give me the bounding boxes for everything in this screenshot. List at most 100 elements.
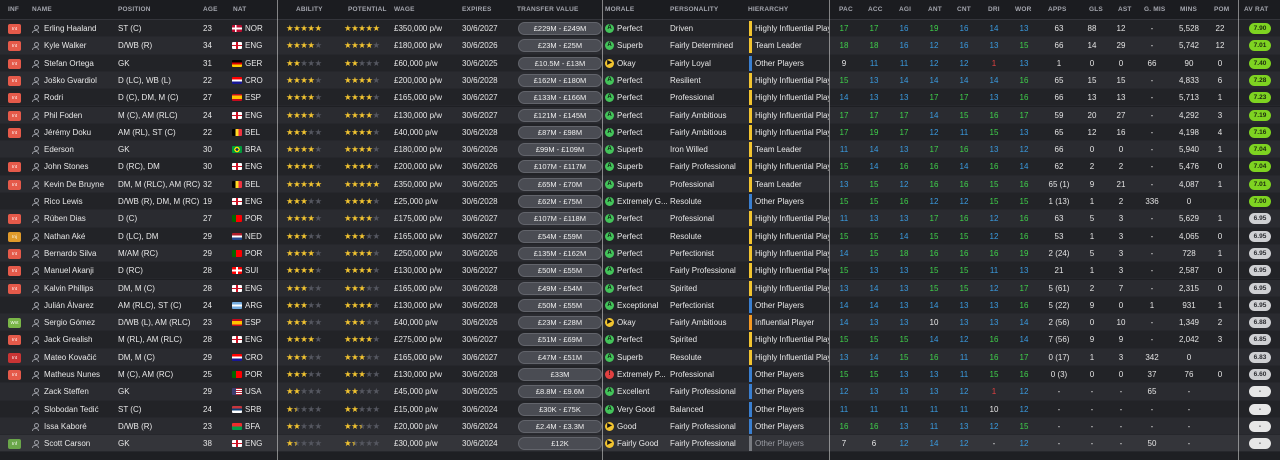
col-wor[interactable]: WOR: [1015, 6, 1032, 13]
col-pom[interactable]: POM: [1214, 6, 1230, 13]
table-row[interactable]: Issa Kaboré D/WB (R) 23 BFA ★★★★★ ★★★★★ £20,00…: [0, 417, 1280, 436]
table-row[interactable]: Rico Lewis D/WB (R), DM, M (RC) 19 ENG ★★★★★…: [0, 193, 1280, 211]
player-name[interactable]: Issa Kaboré: [44, 421, 87, 431]
table-row[interactable]: Int Kevin De Bruyne DM, M (RLC), AM (RC) 32…: [0, 175, 1280, 193]
info-badge[interactable]: Int: [8, 75, 21, 86]
info-badge[interactable]: Int: [8, 58, 21, 69]
player-name[interactable]: Stefan Ortega: [44, 58, 94, 68]
player-name[interactable]: Kyle Walker: [44, 41, 87, 51]
player-name[interactable]: Mateo Kovačić: [44, 352, 97, 362]
table-row[interactable]: Inj Nathan Aké D (LC), DM 29 NED ★★★★★ ★★★★★ £1…: [0, 227, 1280, 245]
table-row[interactable]: Int John Stones D (RC), DM 30 ENG ★★★★★ ★★★★★ £…: [0, 158, 1280, 176]
table-row[interactable]: Int Matheus Nunes M (C), AM (RC) 25 POR ★★★★★…: [0, 366, 1280, 384]
info-badge[interactable]: Int: [8, 370, 21, 380]
player-name[interactable]: Sergio Gómez: [44, 318, 96, 328]
player-name[interactable]: Phil Foden: [44, 110, 83, 120]
player-name[interactable]: Rico Lewis: [44, 197, 83, 206]
col-gmis[interactable]: G. MIS: [1144, 6, 1166, 13]
table-row[interactable]: Int Jérémy Doku AM (RL), ST (C) 22 BEL ★★★★★ ★…: [0, 123, 1280, 142]
info-badge[interactable]: Int: [8, 127, 21, 138]
col-expires[interactable]: EXPIRES: [462, 6, 492, 13]
attribute-value: 14: [989, 75, 999, 85]
player-name[interactable]: Kevin De Bruyne: [44, 179, 105, 189]
info-badge[interactable]: Inj: [8, 231, 21, 242]
col-inf[interactable]: INF: [8, 6, 20, 13]
table-row[interactable]: Slobodan Tedić ST (C) 24 SRB ★★★★★ ★★★★★ £15,0…: [0, 400, 1280, 418]
col-age[interactable]: AGE: [203, 6, 218, 13]
player-name[interactable]: Slobodan Tedić: [44, 404, 99, 414]
table-row[interactable]: Wnt Sergio Gómez D/WB (L), AM (RLC) 23 ESP ★★…: [0, 314, 1280, 332]
info-badge[interactable]: Wnt: [8, 318, 21, 329]
info-badge[interactable]: Int: [8, 283, 21, 294]
player-name[interactable]: Julián Álvarez: [44, 300, 94, 310]
col-mins[interactable]: MINS: [1180, 6, 1198, 13]
player-name[interactable]: Scott Carson: [44, 439, 91, 449]
table-row[interactable]: Int Kyle Walker D/WB (R) 34 ENG ★★★★★ ★★★★★ £18…: [0, 37, 1280, 55]
info-badge[interactable]: Int: [8, 162, 21, 173]
player-name[interactable]: Ederson: [44, 145, 74, 155]
table-row[interactable]: Zack Steffen GK 29 USA ★★★★★ ★★★★★ £45,000 p/w…: [0, 383, 1280, 401]
player-name[interactable]: Erling Haaland: [44, 24, 97, 33]
table-row[interactable]: Int Erling Haaland ST (C) 23 NOR ★★★★★ ★★★★★ £3…: [0, 20, 1280, 38]
table-row[interactable]: Int Jack Grealish M (RL), AM (RLC) 28 ENG ★★★…: [0, 331, 1280, 349]
player-name[interactable]: Manuel Akanji: [44, 266, 94, 276]
col-nat[interactable]: NAT: [233, 6, 247, 13]
col-pac[interactable]: PAC: [839, 6, 853, 13]
player-name[interactable]: Bernardo Silva: [44, 248, 97, 258]
col-wage[interactable]: WAGE: [394, 6, 415, 13]
col-potential[interactable]: POTENTIAL: [348, 6, 387, 13]
info-badge[interactable]: Int: [8, 335, 21, 346]
hierarchy-bar: [749, 176, 752, 192]
col-apps[interactable]: APPS: [1048, 6, 1067, 13]
col-ant[interactable]: ANT: [928, 6, 942, 13]
table-row[interactable]: Int Rúben Dias D (C) 27 POR ★★★★★ ★★★★★ £175,00…: [0, 210, 1280, 228]
col-hierarchy[interactable]: HIERARCHY: [748, 6, 789, 13]
col-morale[interactable]: MORALE: [605, 6, 635, 13]
player-name[interactable]: Rúben Dias: [44, 214, 86, 224]
info-badge[interactable]: Inf: [8, 439, 21, 450]
player-name[interactable]: Matheus Nunes: [44, 370, 101, 379]
col-ast[interactable]: AST: [1118, 6, 1132, 13]
table-row[interactable]: Int Bernardo Silva M/AM (RC) 29 POR ★★★★★ ★★★★…: [0, 244, 1280, 263]
col-position[interactable]: POSITION: [118, 6, 151, 13]
table-row[interactable]: Int Stefan Ortega GK 31 GER ★★★★★ ★★★★★ £60,000…: [0, 54, 1280, 72]
col-name[interactable]: NAME: [32, 6, 52, 13]
table-row[interactable]: Inf Scott Carson GK 38 ENG ★★★★★ ★★★★★ £30,000 …: [0, 435, 1280, 453]
transfer-value-pill: £47M - £51M: [518, 350, 602, 364]
col-personality[interactable]: PERSONALITY: [670, 6, 719, 13]
player-name[interactable]: Jack Grealish: [44, 335, 93, 345]
col-transfer-value[interactable]: TRANSFER VALUE: [517, 6, 579, 13]
col-gls[interactable]: GLS: [1089, 6, 1103, 13]
table-row[interactable]: Julián Álvarez AM (RLC), ST (C) 24 ARG ★★★★★…: [0, 296, 1280, 315]
col-acc[interactable]: ACC: [868, 6, 883, 13]
contract-expires: 30/6/2026: [462, 41, 498, 51]
col-dri[interactable]: DRI: [988, 6, 1000, 13]
player-name[interactable]: Zack Steffen: [44, 387, 89, 397]
info-badge[interactable]: Int: [8, 266, 21, 277]
table-row[interactable]: Int Mateo Kovačić DM, M (C) 29 CRO ★★★★★ ★★★★★…: [0, 348, 1280, 366]
info-badge[interactable]: Int: [8, 93, 21, 104]
col-avrat[interactable]: AV RAT: [1244, 6, 1269, 13]
info-badge[interactable]: Int: [8, 110, 21, 121]
player-name[interactable]: Jérémy Doku: [44, 127, 92, 137]
col-cnt[interactable]: CNT: [957, 6, 971, 13]
info-badge[interactable]: Int: [8, 179, 21, 190]
col-ability[interactable]: ABILITY: [296, 6, 323, 13]
table-row[interactable]: Ederson GK 30 BRA ★★★★★ ★★★★★ £180,000 p/w 30/6…: [0, 141, 1280, 159]
info-badge[interactable]: Int: [8, 41, 21, 52]
player-name[interactable]: Rodri: [44, 93, 64, 103]
info-badge[interactable]: Int: [8, 214, 21, 225]
info-badge[interactable]: Int: [8, 24, 21, 34]
col-agi[interactable]: AGI: [899, 6, 912, 13]
table-row[interactable]: Int Phil Foden M (C), AM (RLC) 24 ENG ★★★★★ ★★…: [0, 106, 1280, 124]
player-name[interactable]: Joško Gvardiol: [44, 75, 97, 85]
player-name[interactable]: John Stones: [44, 162, 89, 172]
player-name[interactable]: Kalvin Phillips: [44, 283, 94, 293]
player-name[interactable]: Nathan Aké: [44, 231, 86, 241]
table-row[interactable]: Int Manuel Akanji D (RC) 28 SUI ★★★★★ ★★★★★ £13…: [0, 262, 1280, 292]
info-badge[interactable]: Int: [8, 352, 21, 363]
table-row[interactable]: Int Rodri D (C), DM, M (C) 27 ESP ★★★★★ ★★★★★ £…: [0, 89, 1280, 107]
info-badge[interactable]: Int: [8, 248, 21, 259]
table-row[interactable]: Int Kalvin Phillips DM, M (C) 28 ENG ★★★★★ ★★★…: [0, 279, 1280, 297]
table-row[interactable]: Int Joško Gvardiol D (LC), WB (L) 22 CRO ★★★★…: [0, 71, 1280, 90]
